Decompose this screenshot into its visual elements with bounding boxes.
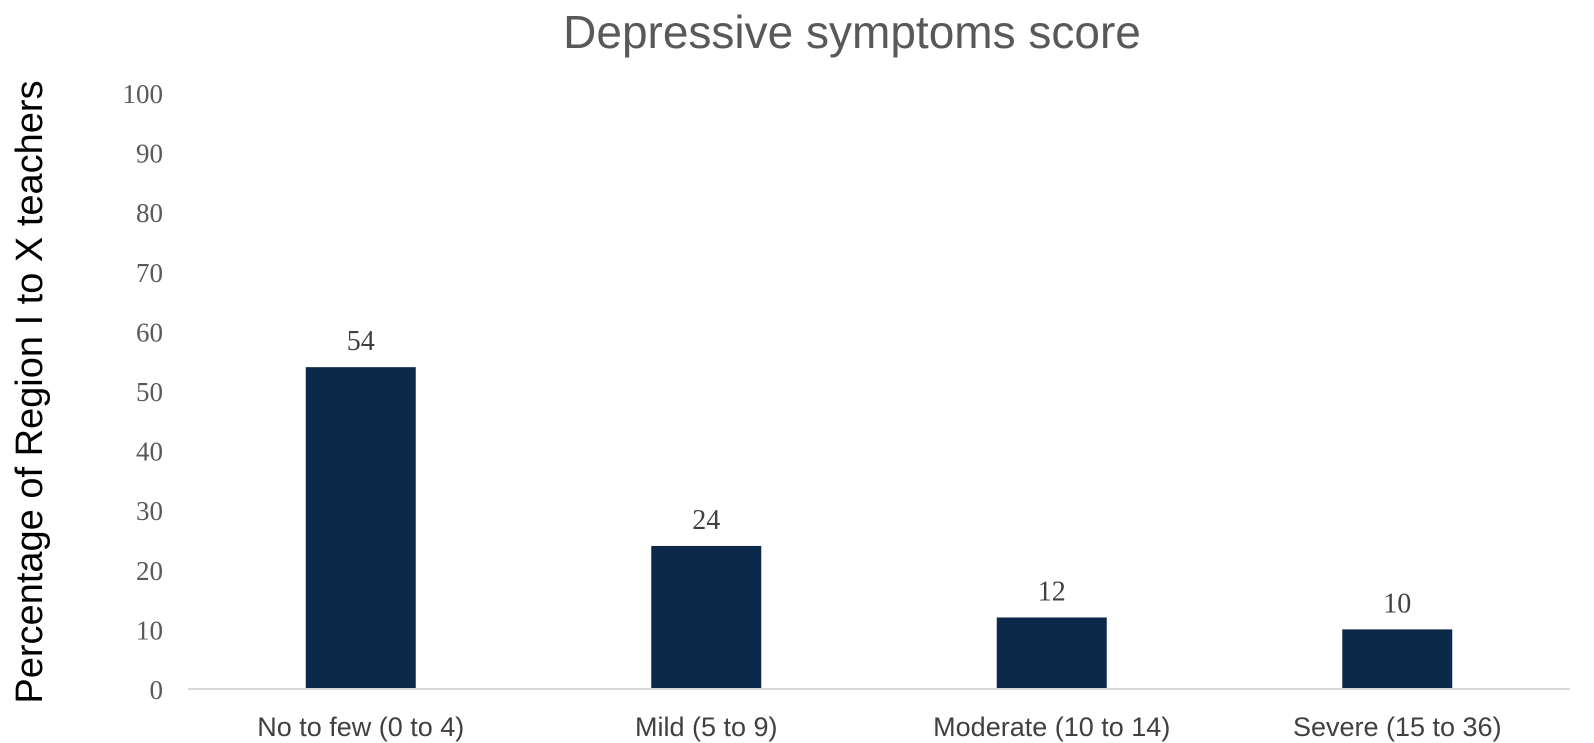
y-tick-label: 90: [136, 139, 163, 169]
bar: [996, 617, 1107, 689]
y-tick-label: 40: [136, 437, 163, 467]
data-label: 12: [1038, 576, 1066, 607]
bars: [305, 367, 1453, 689]
x-tick-label: Moderate (10 to 14): [933, 712, 1170, 742]
y-tick-label: 80: [136, 198, 163, 228]
bar: [651, 545, 762, 689]
data-label: 10: [1383, 588, 1411, 619]
y-tick-label: 10: [136, 615, 163, 645]
y-axis-ticks: 0 10 20 30 40 50 60 70 80 90 100: [123, 79, 164, 705]
y-tick-label: 50: [136, 377, 163, 407]
y-tick-label: 0: [150, 675, 164, 705]
bar: [305, 367, 416, 689]
data-labels: 54 24 12 10: [347, 326, 1412, 619]
y-tick-label: 30: [136, 496, 163, 526]
y-axis-label: Percentage of Region I to X teachers: [9, 80, 51, 703]
data-label: 54: [347, 326, 375, 357]
x-axis-ticks: No to few (0 to 4) Mild (5 to 9) Moderate …: [257, 712, 1501, 742]
y-tick-label: 60: [136, 317, 163, 347]
x-tick-label: Severe (15 to 36): [1293, 712, 1502, 742]
y-tick-label: 20: [136, 556, 163, 586]
data-label: 24: [692, 505, 720, 536]
chart-title: Depressive symptoms score: [563, 6, 1141, 58]
x-tick-label: Mild (5 to 9): [635, 712, 778, 742]
y-tick-label: 100: [123, 79, 164, 109]
bar: [1342, 629, 1453, 689]
y-tick-label: 70: [136, 258, 163, 288]
x-tick-label: No to few (0 to 4): [257, 712, 464, 742]
